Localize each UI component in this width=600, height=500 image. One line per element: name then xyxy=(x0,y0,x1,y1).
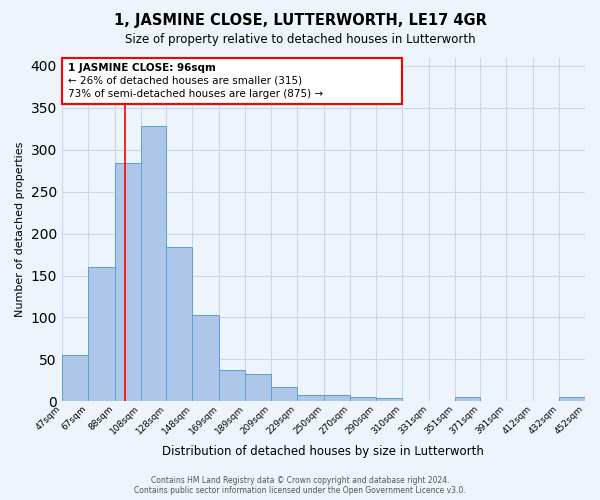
Text: 1 JASMINE CLOSE: 96sqm: 1 JASMINE CLOSE: 96sqm xyxy=(68,64,216,74)
X-axis label: Distribution of detached houses by size in Lutterworth: Distribution of detached houses by size … xyxy=(163,444,484,458)
Text: 73% of semi-detached houses are larger (875) →: 73% of semi-detached houses are larger (… xyxy=(68,88,323,99)
Bar xyxy=(376,398,401,402)
Bar xyxy=(324,396,350,402)
Text: ← 26% of detached houses are smaller (315): ← 26% of detached houses are smaller (31… xyxy=(68,76,302,86)
Text: Size of property relative to detached houses in Lutterworth: Size of property relative to detached ho… xyxy=(125,32,475,46)
Bar xyxy=(88,267,115,402)
Bar xyxy=(140,126,166,402)
Bar xyxy=(350,397,376,402)
Bar xyxy=(245,374,271,402)
Bar xyxy=(62,355,88,402)
Text: 1, JASMINE CLOSE, LUTTERWORTH, LE17 4GR: 1, JASMINE CLOSE, LUTTERWORTH, LE17 4GR xyxy=(113,12,487,28)
Bar xyxy=(166,247,192,402)
Bar xyxy=(297,396,324,402)
Bar xyxy=(559,397,585,402)
Bar xyxy=(115,163,140,402)
Text: Contains HM Land Registry data © Crown copyright and database right 2024.: Contains HM Land Registry data © Crown c… xyxy=(151,476,449,485)
Bar xyxy=(192,315,220,402)
Y-axis label: Number of detached properties: Number of detached properties xyxy=(15,142,25,317)
Bar xyxy=(455,397,481,402)
Bar xyxy=(271,387,297,402)
Bar xyxy=(220,370,245,402)
FancyBboxPatch shape xyxy=(62,58,401,104)
Text: Contains public sector information licensed under the Open Government Licence v3: Contains public sector information licen… xyxy=(134,486,466,495)
